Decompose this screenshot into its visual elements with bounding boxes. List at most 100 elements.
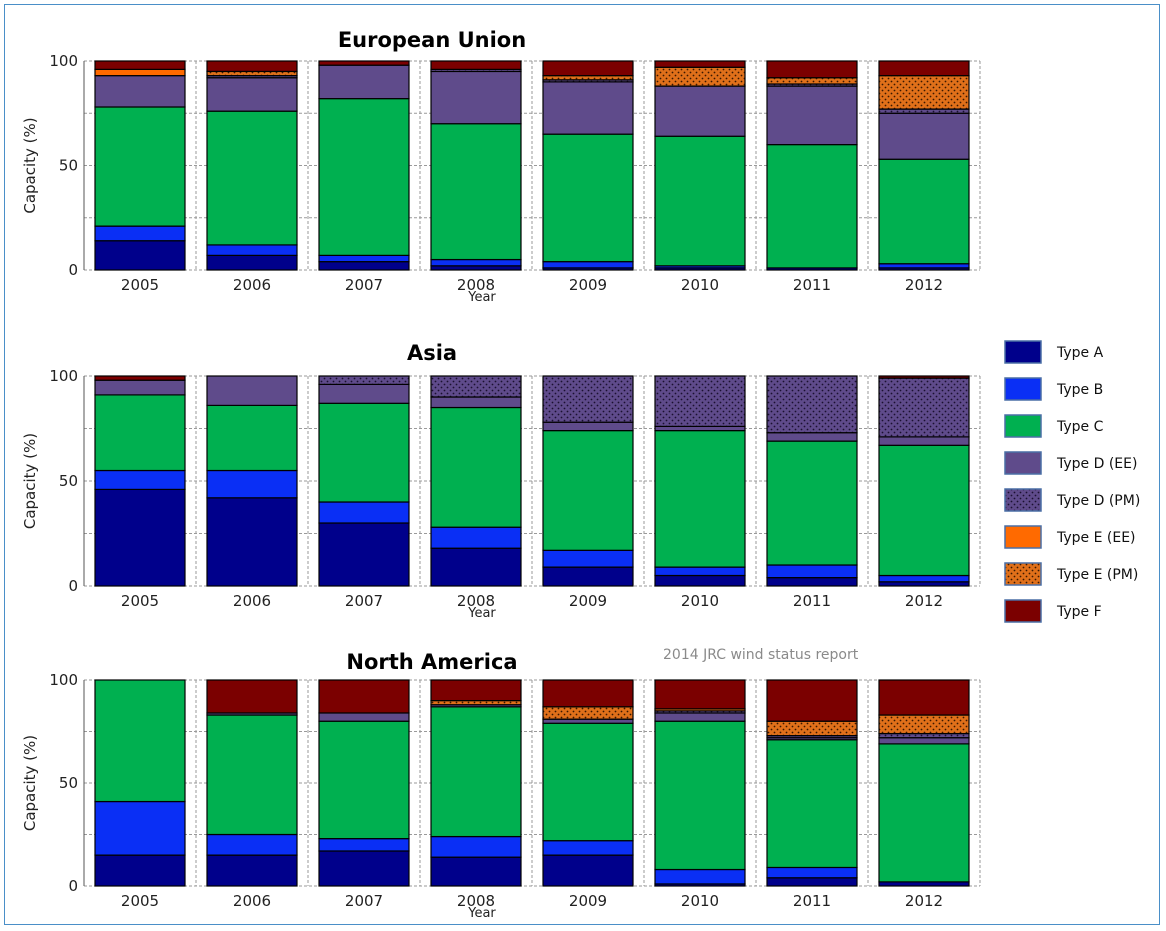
x-tick-label: 2011 <box>793 592 831 610</box>
bar-type-e-pm-2012 <box>878 714 970 735</box>
bar-stack-2008 <box>430 679 522 887</box>
bar-type-a-2011 <box>766 877 858 887</box>
legend-item-type-a: Type A <box>1004 340 1104 364</box>
legend-item-type-e-pm: Type E (PM) <box>1004 562 1138 586</box>
x-tick-label: 2012 <box>905 892 943 910</box>
x-axis-label: Year <box>467 606 496 621</box>
bar-stack-2008 <box>430 60 522 271</box>
y-tick-label: 50 <box>59 472 78 490</box>
legend-item-type-d-pm: Type D (PM) <box>1004 488 1140 512</box>
bar-type-a-2005 <box>94 854 186 887</box>
y-axis-label: Capacity (%) <box>21 117 39 213</box>
bar-type-a-2009 <box>542 566 634 587</box>
bar-type-a-2005 <box>94 240 186 271</box>
x-axis-label: Year <box>467 290 496 305</box>
bar-type-f-2008 <box>430 60 522 70</box>
x-tick-label: 2005 <box>121 892 159 910</box>
x-tick-label: 2010 <box>681 276 719 294</box>
legend-swatch <box>1004 525 1042 549</box>
bar-type-c-2010 <box>654 720 746 871</box>
y-tick-label: 100 <box>49 671 78 689</box>
bar-stack-2006 <box>206 679 298 887</box>
bar-stack-2012 <box>878 60 970 271</box>
legend-swatch <box>1004 562 1042 586</box>
legend-swatch <box>1004 488 1042 512</box>
bar-type-c-2008 <box>430 123 522 261</box>
bar-type-e-pm-2009 <box>542 75 634 81</box>
legend-swatch <box>1004 377 1042 401</box>
x-tick-label: 2008 <box>457 592 495 610</box>
bar-type-d-ee-2012 <box>878 112 970 160</box>
bar-type-c-2009 <box>542 133 634 263</box>
panel-asia: Asia 0 50 100 Capacity (%) 2005 2006 2007 2008 20… <box>21 341 981 621</box>
legend-item-type-c: Type C <box>1004 414 1104 438</box>
bar-type-b-2009 <box>542 840 634 856</box>
bar-type-f-2009 <box>542 679 634 708</box>
bar-type-a-2006 <box>206 854 298 887</box>
legend-swatch <box>1004 599 1042 623</box>
bar-type-e-pm-2009 <box>542 706 634 720</box>
bar-type-c-2007 <box>318 720 410 840</box>
bar-type-a-2007 <box>318 261 410 271</box>
bar-type-c-2009 <box>542 722 634 842</box>
bar-type-d-ee-2011 <box>766 432 858 442</box>
bar-type-c-2005 <box>94 106 186 227</box>
bar-type-c-2006 <box>206 404 298 472</box>
bar-type-c-2005 <box>94 679 186 803</box>
chart-title: European Union <box>338 28 526 52</box>
bar-type-a-2005 <box>94 488 186 587</box>
bar-type-c-2010 <box>654 135 746 267</box>
bar-stack-2009 <box>542 679 634 887</box>
bar-type-d-ee-2008 <box>430 396 522 409</box>
bar-type-f-2011 <box>766 60 858 79</box>
bar-type-b-2012 <box>878 574 970 583</box>
bar-type-a-2007 <box>318 522 410 587</box>
bar-type-a-2007 <box>318 850 410 887</box>
y-tick-label: 0 <box>68 577 78 595</box>
x-tick-label: 2006 <box>233 276 271 294</box>
bar-type-f-2007 <box>318 679 410 714</box>
bar-type-c-2012 <box>878 743 970 883</box>
bar-type-c-2006 <box>206 110 298 246</box>
y-tick-label: 100 <box>49 367 78 385</box>
bar-type-f-2011 <box>766 679 858 722</box>
x-tick-label: 2010 <box>681 892 719 910</box>
bar-type-d-pm-2008 <box>430 375 522 398</box>
bar-type-f-2012 <box>878 679 970 716</box>
bar-stack-2007 <box>318 679 410 887</box>
x-tick-label: 2006 <box>233 892 271 910</box>
bar-type-b-2008 <box>430 526 522 549</box>
x-axis-label: Year <box>467 906 496 921</box>
legend-item-type-e-ee: Type E (EE) <box>1004 525 1136 549</box>
bar-type-d-ee-2007 <box>318 64 410 100</box>
bar-stack-2011 <box>766 60 858 271</box>
legend-swatch <box>1004 451 1042 475</box>
bar-type-c-2006 <box>206 714 298 836</box>
bar-type-b-2007 <box>318 838 410 852</box>
bar-type-d-ee-2005 <box>94 75 186 108</box>
y-tick-label: 0 <box>68 877 78 895</box>
bar-type-a-2011 <box>766 576 858 587</box>
bar-type-b-2012 <box>878 263 970 269</box>
bar-type-b-2007 <box>318 501 410 524</box>
bar-type-d-ee-2011 <box>766 85 858 146</box>
bar-stack-2012 <box>878 375 970 587</box>
bar-type-f-2009 <box>542 60 634 77</box>
bar-stack-2006 <box>206 60 298 271</box>
y-axis-label: Capacity (%) <box>21 433 39 529</box>
bar-type-f-2006 <box>206 60 298 73</box>
bar-type-d-ee-2010 <box>654 712 746 722</box>
bar-type-b-2011 <box>766 866 858 879</box>
x-tick-label: 2009 <box>569 592 607 610</box>
bar-type-f-2005 <box>94 375 186 381</box>
bar-stack-2005 <box>94 60 186 271</box>
bar-type-b-2010 <box>654 868 746 885</box>
x-tick-label: 2008 <box>457 276 495 294</box>
bar-type-b-2009 <box>542 549 634 568</box>
bar-type-f-2010 <box>654 60 746 68</box>
bar-type-d-ee-2006 <box>206 77 298 112</box>
bar-type-c-2011 <box>766 739 858 869</box>
bar-type-c-2012 <box>878 158 970 265</box>
panel-north-america: North America 0 50 100 Capacity (%) 2005 2006 2… <box>21 650 981 921</box>
bar-type-f-2007 <box>318 60 410 66</box>
